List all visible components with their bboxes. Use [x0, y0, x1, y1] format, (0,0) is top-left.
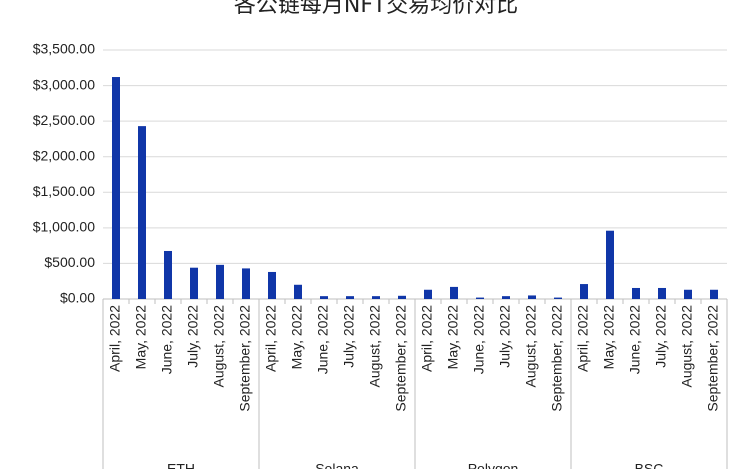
x-tick-label: July, 2022	[341, 305, 357, 368]
group-label: BSC	[635, 461, 664, 469]
x-tick-label: September, 2022	[705, 305, 721, 412]
x-tick-label: June, 2022	[159, 305, 175, 374]
x-tick-label: September, 2022	[549, 305, 565, 412]
bar	[450, 286, 458, 299]
x-tick-label: May, 2022	[601, 305, 617, 370]
x-tick-label: April, 2022	[263, 305, 279, 372]
bar	[268, 271, 276, 299]
bar	[320, 296, 328, 299]
bar	[606, 230, 614, 299]
y-tick-label: $1,000.00	[33, 219, 95, 235]
bar	[112, 77, 120, 299]
chart-title: 各公链每月NFT交易均价对比	[234, 0, 518, 18]
y-tick-label: $1,500.00	[33, 183, 95, 199]
bar	[190, 267, 198, 299]
bar	[424, 289, 432, 299]
bar	[346, 296, 354, 299]
y-tick-label: $2,000.00	[33, 147, 95, 163]
bar	[398, 295, 406, 299]
bar	[554, 297, 562, 299]
bar	[294, 284, 302, 299]
bar	[476, 297, 484, 299]
bar	[138, 126, 146, 299]
x-tick-label: April, 2022	[575, 305, 591, 372]
x-tick-label: June, 2022	[471, 305, 487, 374]
x-tick-label: August, 2022	[367, 305, 383, 388]
x-tick-label: September, 2022	[237, 305, 253, 412]
x-tick-label: May, 2022	[445, 305, 461, 370]
bar	[164, 250, 172, 299]
bar	[658, 287, 666, 299]
x-tick-label: July, 2022	[185, 305, 201, 368]
y-tick-label: $500.00	[44, 254, 95, 270]
x-tick-label: September, 2022	[393, 305, 409, 412]
bar	[528, 295, 536, 299]
group-label: Polygon	[468, 461, 519, 469]
bar	[580, 284, 588, 299]
bar	[242, 268, 250, 299]
group-label: Solana	[315, 461, 359, 469]
bar	[710, 289, 718, 299]
x-tick-label: June, 2022	[627, 305, 643, 374]
x-tick-label: April, 2022	[107, 305, 123, 372]
bar	[684, 289, 692, 299]
y-tick-label: $3,500.00	[33, 41, 95, 57]
bar	[216, 264, 224, 299]
y-tick-label: $3,000.00	[33, 76, 95, 92]
x-tick-label: May, 2022	[133, 305, 149, 370]
bar	[502, 296, 510, 299]
x-tick-label: June, 2022	[315, 305, 331, 374]
x-tick-label: May, 2022	[289, 305, 305, 370]
x-tick-label: April, 2022	[419, 305, 435, 372]
x-tick-label: August, 2022	[679, 305, 695, 388]
group-label: ETH	[167, 461, 195, 469]
y-tick-label: $2,500.00	[33, 112, 95, 128]
x-tick-label: August, 2022	[523, 305, 539, 388]
x-tick-label: July, 2022	[497, 305, 513, 368]
bar	[632, 287, 640, 299]
x-tick-label: August, 2022	[211, 305, 227, 388]
y-tick-label: $0.00	[60, 290, 95, 306]
x-tick-label: July, 2022	[653, 305, 669, 368]
bar	[372, 296, 380, 299]
